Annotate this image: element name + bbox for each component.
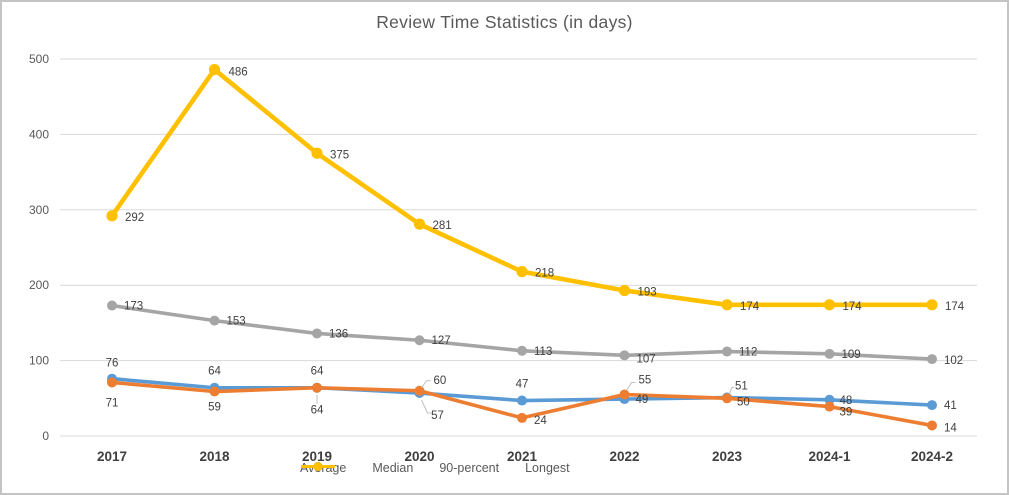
data-point-90-percent-2022[interactable] <box>619 350 630 361</box>
data-point-Median-2018[interactable] <box>209 386 220 397</box>
x-axis-label: 2024-2 <box>911 449 953 464</box>
x-axis-label: 2018 <box>199 449 230 464</box>
data-point-Median-2021[interactable] <box>517 412 527 423</box>
data-label-Median-2024-2: 14 <box>944 422 957 434</box>
data-label-90-percent-2019: 136 <box>329 328 348 340</box>
data-point-Median-2022[interactable] <box>619 389 630 400</box>
y-axis-tick-label: 200 <box>29 278 49 292</box>
data-point-Longest-2024-2[interactable] <box>926 299 938 311</box>
data-point-90-percent-2019[interactable] <box>312 328 322 339</box>
data-label-90-percent-2018: 153 <box>227 316 246 328</box>
data-label-Median-2020: 60 <box>434 375 447 387</box>
data-point-Longest-2017[interactable] <box>106 210 118 222</box>
legend: Average Median 90-percent Longest <box>300 461 570 475</box>
x-axis-label: 2017 <box>97 449 127 464</box>
data-label-Longest-2021: 218 <box>535 268 554 280</box>
data-point-Longest-2023[interactable] <box>721 299 733 311</box>
data-label-Average-2017: 76 <box>106 358 119 370</box>
data-point-Longest-2018[interactable] <box>208 63 221 76</box>
data-label-Average-2018: 64 <box>208 366 221 378</box>
data-label-90-percent-2024-1: 109 <box>842 349 861 361</box>
x-axis-label: 2021 <box>507 449 538 464</box>
data-label-90-percent-2022: 107 <box>637 353 656 365</box>
data-label-Average-2024-2: 41 <box>944 400 957 412</box>
data-label-Average-2022: 49 <box>636 394 649 406</box>
data-point-Longest-2022[interactable] <box>618 284 631 297</box>
label-leader <box>626 382 636 391</box>
data-point-Longest-2021[interactable] <box>516 266 528 278</box>
x-axis-label: 2023 <box>712 449 743 464</box>
data-point-Median-2020[interactable] <box>414 385 425 396</box>
data-label-90-percent-2017: 173 <box>124 301 143 313</box>
data-label-Median-2017: 71 <box>106 397 119 409</box>
data-point-Average-2024-2[interactable] <box>927 400 937 411</box>
legend-marker-longest-icon <box>301 462 335 471</box>
data-point-90-percent-2023[interactable] <box>722 346 732 357</box>
data-point-90-percent-2018[interactable] <box>209 315 220 326</box>
data-point-90-percent-2024-1[interactable] <box>824 348 835 359</box>
legend-item-90-percent[interactable]: 90-percent <box>301 461 500 475</box>
data-point-90-percent-2017[interactable] <box>107 300 117 311</box>
data-label-90-percent-2021: 113 <box>534 346 552 358</box>
data-point-Longest-2024-1[interactable] <box>823 299 836 311</box>
data-label-Median-2022: 55 <box>639 375 652 387</box>
data-point-Median-2023[interactable] <box>722 393 732 404</box>
data-label-90-percent-2024-2: 102 <box>944 355 963 367</box>
data-label-Longest-2017: 292 <box>125 212 144 224</box>
legend-label-90-percent: 90-percent <box>439 461 500 475</box>
data-point-Median-2024-1[interactable] <box>824 401 835 412</box>
y-axis-tick-label: 0 <box>42 429 49 443</box>
data-label-90-percent-2020: 127 <box>432 335 451 347</box>
legend-label-median: Median <box>372 461 414 475</box>
legend-label-longest: Longest <box>525 461 570 475</box>
data-label-Longest-2020: 281 <box>433 220 452 232</box>
data-point-Longest-2019[interactable] <box>311 147 323 159</box>
data-label-Longest-2018: 486 <box>229 67 248 79</box>
y-axis-tick-label: 300 <box>29 203 49 217</box>
label-leader <box>421 380 431 389</box>
data-label-Longest-2024-1: 174 <box>843 301 863 313</box>
x-axis-label: 2024-1 <box>808 449 851 464</box>
y-axis-tick-label: 500 <box>29 52 49 66</box>
data-label-Median-2019: 64 <box>311 405 324 417</box>
data-label-Average-2020: 57 <box>431 410 444 422</box>
data-label-Median-2021: 24 <box>534 415 547 427</box>
data-label-Longest-2019: 375 <box>330 149 349 161</box>
data-point-Median-2024-2[interactable] <box>927 420 937 431</box>
data-label-Median-2023: 50 <box>737 396 750 408</box>
x-axis-label: 2019 <box>302 449 332 464</box>
data-label-Longest-2024-2: 174 <box>945 301 965 313</box>
label-leader <box>421 399 433 414</box>
x-axis-label: 2020 <box>404 449 434 464</box>
legend-item-longest[interactable]: Longest <box>301 461 570 475</box>
data-point-Median-2017[interactable] <box>107 377 117 388</box>
x-axis-label: 2022 <box>609 449 639 464</box>
y-axis-tick-label: 100 <box>29 354 49 368</box>
data-label-Average-2021: 47 <box>516 379 529 391</box>
legend-item-median[interactable]: Median <box>301 461 414 475</box>
data-label-90-percent-2023: 112 <box>739 347 757 359</box>
data-label-Average-2019: 64 <box>311 366 324 378</box>
y-axis-tick-label: 400 <box>29 127 49 141</box>
chart-title: Review Time Statistics (in days) <box>376 12 633 32</box>
data-label-Longest-2023: 174 <box>740 301 760 313</box>
data-point-90-percent-2020[interactable] <box>414 335 425 346</box>
data-label-Average-2024-1: 48 <box>840 395 853 407</box>
data-label-Median-2018: 59 <box>208 402 221 414</box>
data-label-Average-2023: 51 <box>735 381 748 393</box>
data-point-90-percent-2021[interactable] <box>517 345 527 356</box>
data-label-Longest-2022: 193 <box>638 286 657 298</box>
data-point-Longest-2020[interactable] <box>413 218 426 230</box>
label-leader <box>728 387 734 395</box>
data-point-90-percent-2024-2[interactable] <box>927 354 937 365</box>
data-label-Median-2024-1: 39 <box>840 407 853 419</box>
data-point-Average-2021[interactable] <box>517 395 527 406</box>
data-point-Median-2019[interactable] <box>312 382 322 393</box>
